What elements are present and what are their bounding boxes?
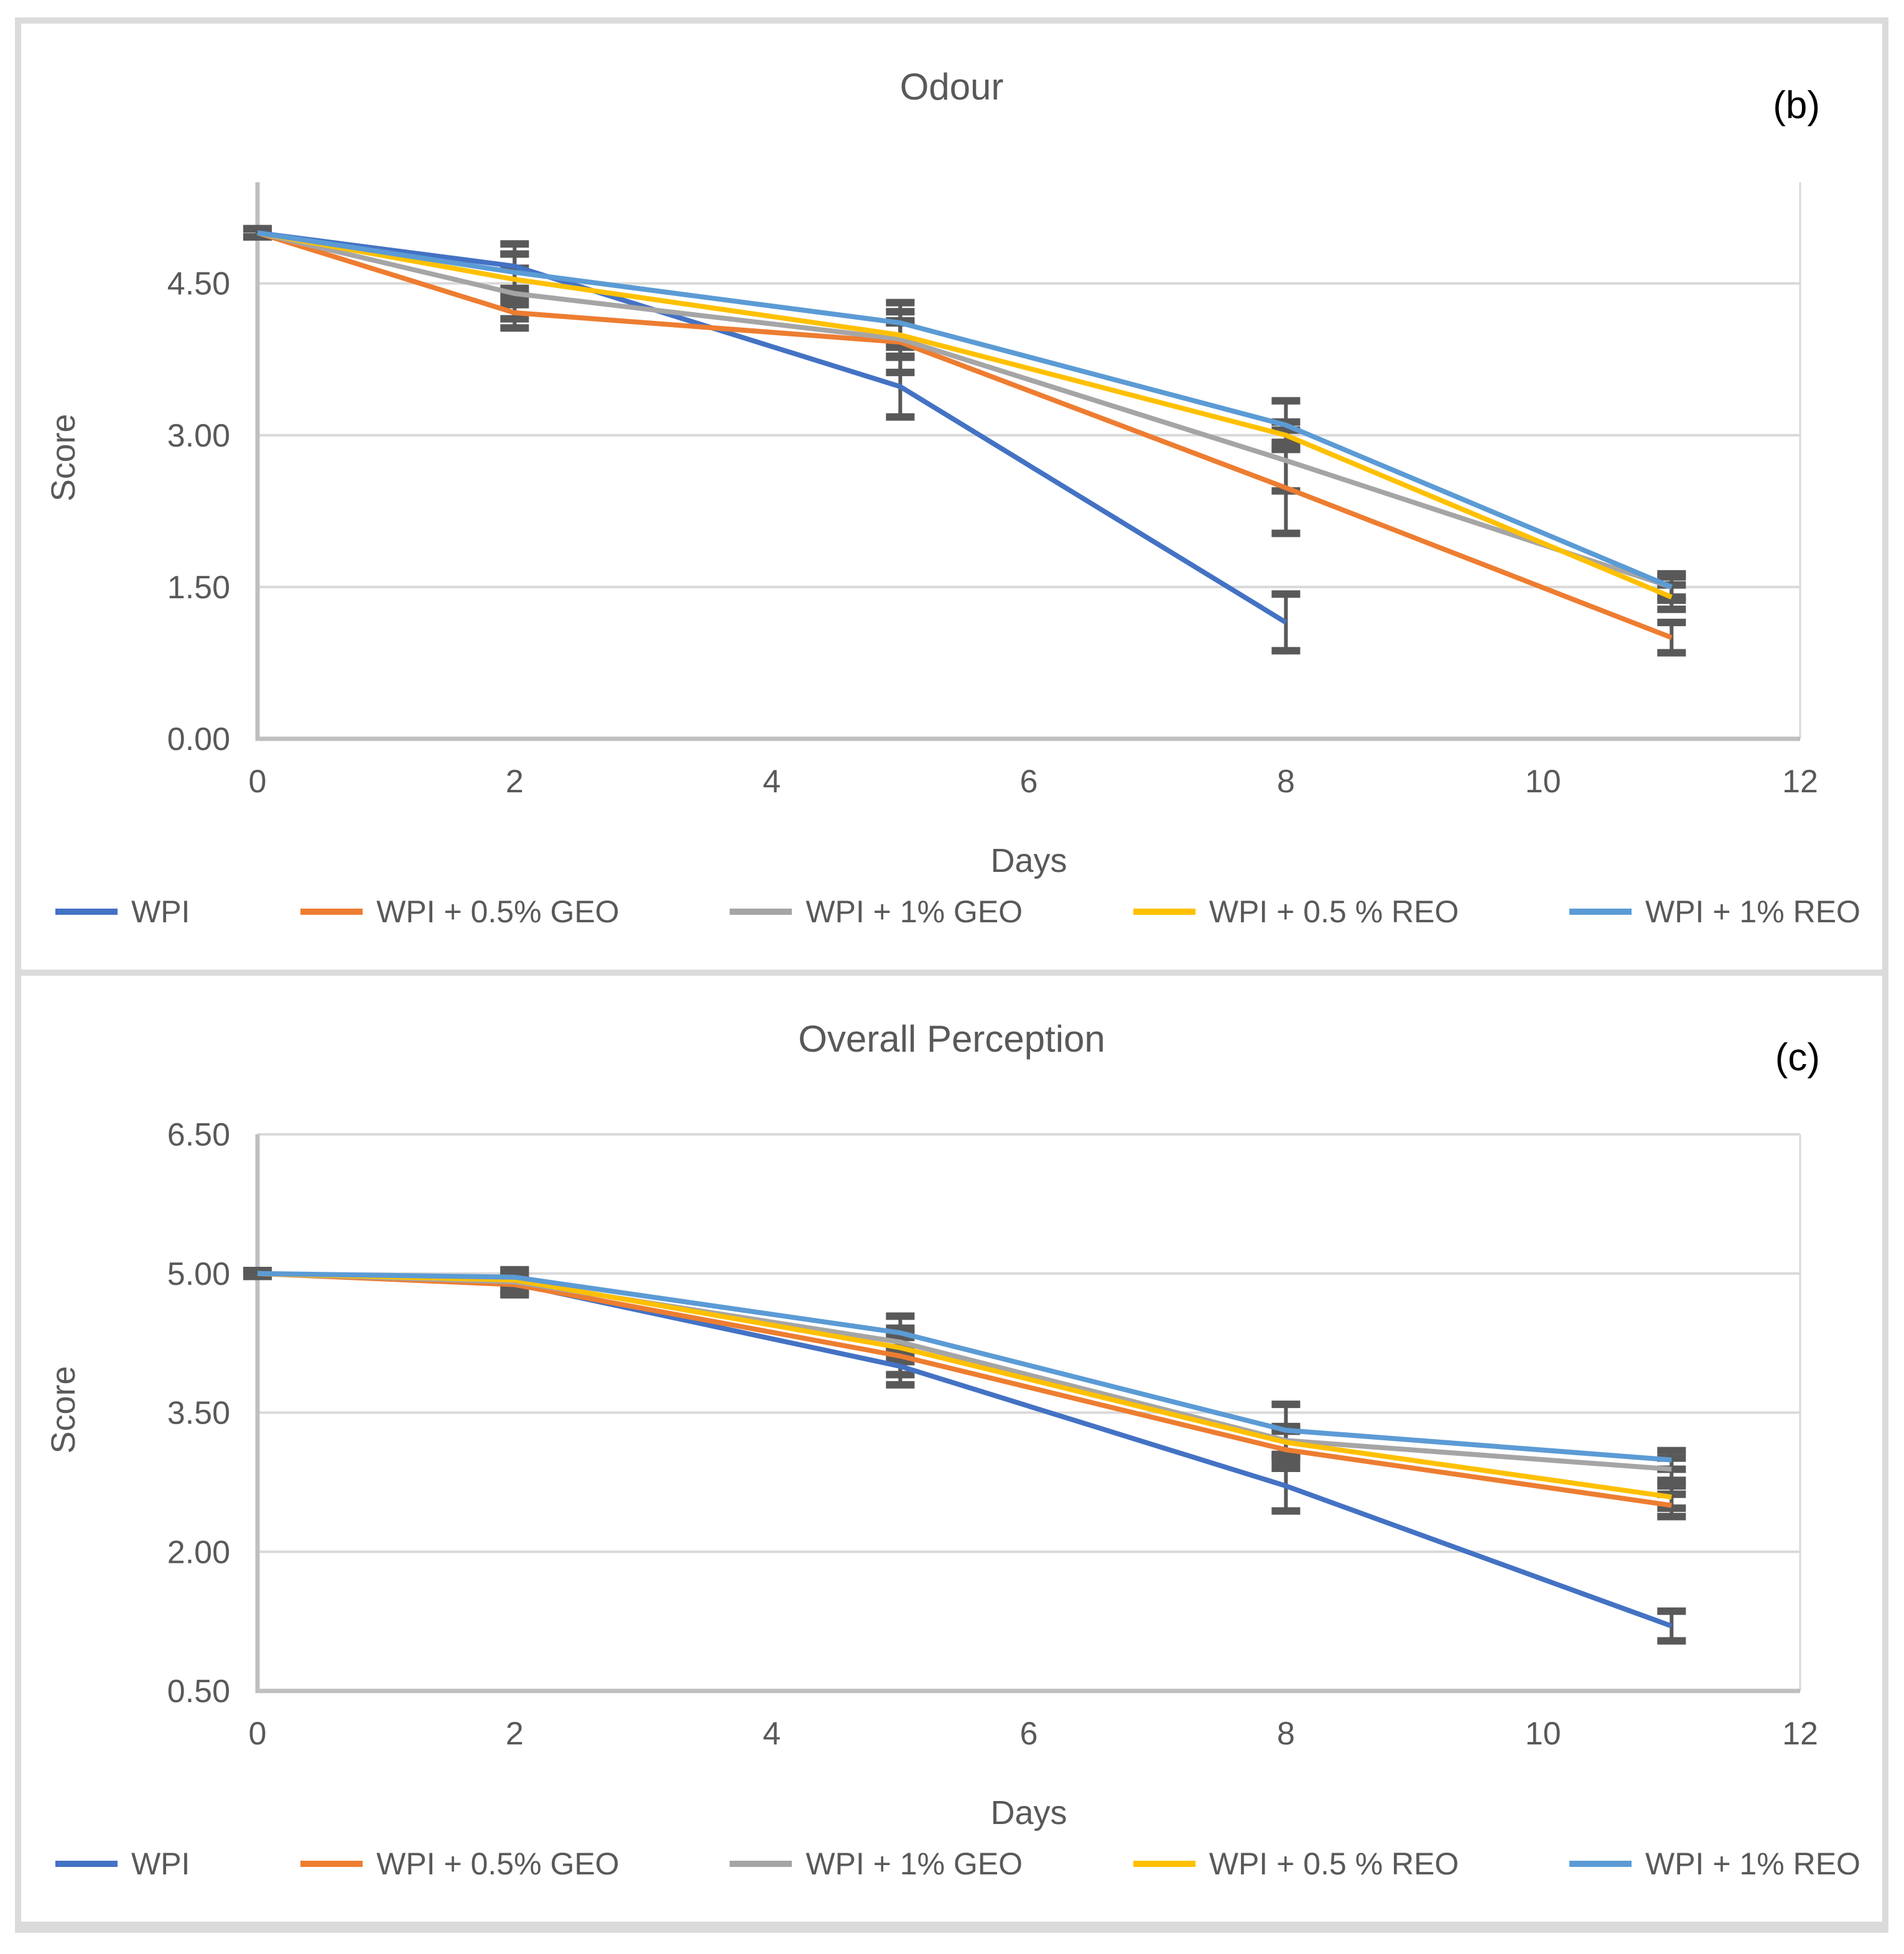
legend-swatch-icon — [1133, 909, 1196, 915]
chart-title-overall-perception: Overall Perception — [798, 1018, 1105, 1060]
svg-text:4: 4 — [763, 1716, 781, 1752]
legend-label: WPI — [131, 894, 190, 929]
legend-item-2: WPI + 1% GEO — [730, 1846, 1023, 1882]
legend-label: WPI + 0.5 % REO — [1209, 894, 1459, 929]
svg-text:0: 0 — [249, 1716, 267, 1752]
legend-overall-perception: WPI WPI + 0.5% GEO WPI + 1% GEO WPI + 0.5 %… — [55, 1844, 1860, 1884]
x-axis-title-days: Days — [990, 1794, 1067, 1831]
svg-text:10: 10 — [1525, 1716, 1561, 1752]
legend-label: WPI + 1% GEO — [806, 894, 1023, 929]
svg-text:2: 2 — [506, 764, 524, 800]
legend-swatch-icon — [55, 1861, 118, 1867]
svg-text:4: 4 — [763, 764, 781, 800]
svg-text:8: 8 — [1277, 764, 1295, 800]
svg-text:3.50: 3.50 — [167, 1396, 230, 1432]
panel-odour: 0.00 1.50 3.00 4.50 0 2 4 6 8 10 12 Odour (b) Scor… — [21, 24, 1882, 970]
svg-text:10: 10 — [1525, 764, 1561, 800]
odour-line-chart: 0.00 1.50 3.00 4.50 0 2 4 6 8 10 12 — [167, 182, 1818, 800]
x-axis-title-days: Days — [990, 842, 1067, 879]
svg-text:6: 6 — [1020, 764, 1038, 800]
svg-text:8: 8 — [1277, 1716, 1295, 1752]
panel-label-b: (b) — [1773, 84, 1820, 127]
svg-text:2: 2 — [506, 1716, 524, 1752]
svg-text:6: 6 — [1020, 1716, 1038, 1752]
legend-odour: WPI WPI + 0.5% GEO WPI + 1% GEO WPI + 0.5 %… — [55, 892, 1860, 932]
legend-item-0: WPI — [55, 1846, 190, 1882]
svg-text:0.00: 0.00 — [167, 721, 230, 757]
panel-divider — [21, 970, 1882, 976]
legend-label: WPI + 1% REO — [1645, 1846, 1860, 1881]
legend-swatch-icon — [300, 909, 363, 915]
legend-item-1: WPI + 0.5% GEO — [300, 1846, 620, 1882]
legend-label: WPI + 0.5% GEO — [376, 894, 620, 929]
panel-label-c: (c) — [1775, 1036, 1820, 1079]
svg-text:2.00: 2.00 — [167, 1534, 230, 1570]
legend-item-4: WPI + 1% REO — [1569, 1846, 1860, 1882]
svg-text:0.50: 0.50 — [167, 1674, 230, 1710]
legend-swatch-icon — [1569, 1861, 1632, 1867]
legend-swatch-icon — [55, 909, 118, 915]
svg-text:1.50: 1.50 — [167, 570, 230, 606]
legend-swatch-icon — [730, 909, 792, 915]
legend-label: WPI + 0.5% GEO — [376, 1846, 620, 1881]
legend-label: WPI + 0.5 % REO — [1209, 1846, 1459, 1881]
legend-swatch-icon — [730, 1861, 792, 1867]
legend-item-3: WPI + 0.5 % REO — [1133, 894, 1459, 930]
svg-text:6.50: 6.50 — [167, 1117, 230, 1153]
legend-swatch-icon — [1133, 1861, 1196, 1867]
figure-frame: 0.00 1.50 3.00 4.50 0 2 4 6 8 10 12 Odour (b) Scor… — [15, 17, 1888, 1933]
legend-swatch-icon — [1569, 909, 1632, 915]
legend-item-2: WPI + 1% GEO — [730, 894, 1023, 930]
chart-title-odour: Odour — [899, 66, 1004, 108]
svg-text:4.50: 4.50 — [167, 266, 230, 302]
svg-text:3.00: 3.00 — [167, 418, 230, 454]
y-axis-title-score: Score — [45, 414, 82, 502]
legend-item-4: WPI + 1% REO — [1569, 894, 1860, 930]
y-axis-title-score: Score — [45, 1366, 82, 1454]
svg-text:0: 0 — [249, 764, 267, 800]
svg-text:12: 12 — [1782, 1716, 1818, 1752]
legend-item-0: WPI — [55, 894, 190, 930]
legend-label: WPI — [131, 1846, 190, 1881]
legend-item-3: WPI + 0.5 % REO — [1133, 1846, 1459, 1882]
legend-swatch-icon — [300, 1861, 363, 1867]
legend-item-1: WPI + 0.5% GEO — [300, 894, 620, 930]
svg-text:12: 12 — [1782, 764, 1818, 800]
legend-label: WPI + 1% REO — [1645, 894, 1860, 929]
legend-label: WPI + 1% GEO — [806, 1846, 1023, 1881]
overall-perception-line-chart: 0.50 2.00 3.50 5.00 6.50 0 2 4 6 8 10 12 — [167, 1117, 1818, 1752]
panel-overall-perception: 0.50 2.00 3.50 5.00 6.50 0 2 4 6 8 10 12 Overall Pe… — [21, 976, 1882, 1922]
svg-text:5.00: 5.00 — [167, 1256, 230, 1292]
